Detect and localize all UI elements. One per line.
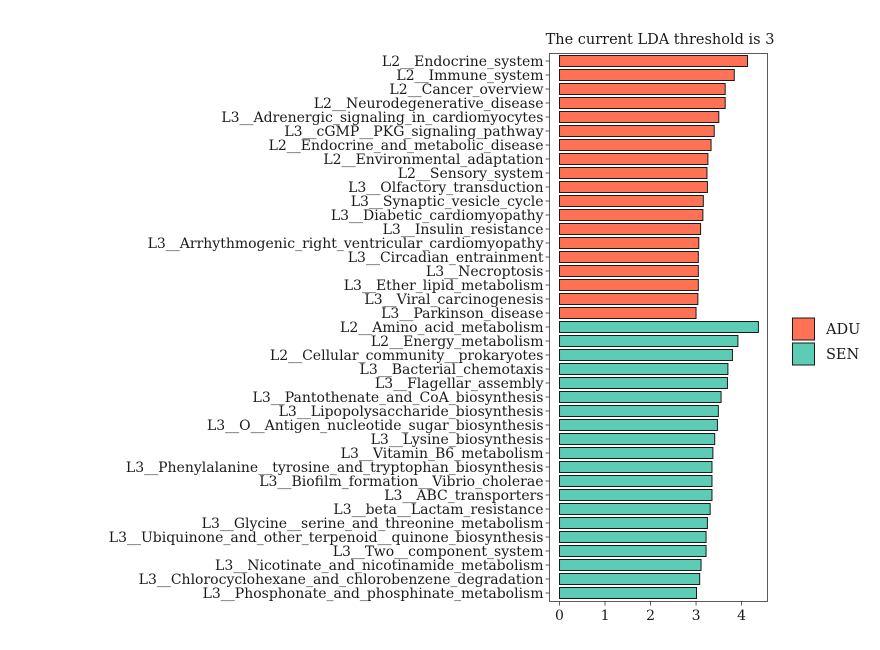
bar <box>559 307 697 319</box>
bar <box>559 83 726 95</box>
legend-label: SEN <box>826 347 860 363</box>
category-labels: L2__Endocrine_systemL2__Immune_systemL2_… <box>109 54 550 602</box>
bar <box>559 573 701 585</box>
category-label: L3__Lysine_biosynthesis <box>371 432 544 448</box>
bar <box>559 461 713 473</box>
bar-group <box>559 55 759 599</box>
category-label: L3__Ubiquinone_and_other_terpenoid__quin… <box>109 530 544 546</box>
category-label: L2__Endocrine_and_metabolic_disease <box>269 138 544 154</box>
category-label: L3__O__Antigen_nucleotide_sugar_biosynth… <box>207 418 544 434</box>
legend: ADU SEN <box>792 317 860 366</box>
category-label: L3__Circadian_entrainment <box>348 250 544 266</box>
category-label: L3__Parkinson_disease <box>381 306 543 322</box>
bar <box>559 321 759 333</box>
bar <box>559 167 708 179</box>
category-label: L2__Sensory_system <box>398 166 544 182</box>
bar <box>559 125 715 137</box>
category-label: L3__Phenylalanine__tyrosine_and_tryptoph… <box>126 460 544 476</box>
x-tick-label: 0 <box>555 608 564 624</box>
category-label: L3__Ether_lipid_metabolism <box>344 278 544 294</box>
bar <box>559 251 699 263</box>
bar <box>559 447 714 459</box>
bar <box>559 293 699 305</box>
bar <box>559 349 733 361</box>
category-label: L3__Adrenergic_signaling_in_cardiomyocyt… <box>221 110 543 126</box>
bar <box>559 97 726 109</box>
category-label: L3__Insulin_resistance <box>383 222 544 238</box>
x-tick-label: 2 <box>646 608 655 624</box>
category-label: L2__Environmental_adaptation <box>323 152 543 168</box>
bar <box>559 153 709 165</box>
category-label: L3__Synaptic_vesicle_cycle <box>351 194 544 210</box>
bar <box>559 433 716 445</box>
bar <box>559 419 718 431</box>
bar <box>559 405 719 417</box>
category-label: L3__Diabetic_cardiomyopathy <box>331 208 544 224</box>
bar <box>559 335 739 347</box>
x-tick-label: 3 <box>692 608 701 624</box>
category-label: L3__Pantothenate_and_CoA_biosynthesis <box>253 390 544 406</box>
bar <box>559 209 704 221</box>
bar <box>559 139 712 151</box>
bar <box>559 475 713 487</box>
category-label: L3__Nicotinate_and_nicotinamide_metaboli… <box>215 558 543 574</box>
category-label: L3__beta__Lactam_resistance <box>333 502 543 518</box>
bar <box>559 377 728 389</box>
bar <box>559 531 707 543</box>
category-label: L3__Viral_carcinogenesis <box>364 292 543 308</box>
bar <box>559 587 698 599</box>
bar <box>559 181 708 193</box>
bar <box>559 111 720 123</box>
x-tick-label: 1 <box>601 608 610 624</box>
bar <box>559 363 729 375</box>
bar <box>559 517 708 529</box>
plot-panel <box>549 53 768 602</box>
category-label: L3__Two__component_system <box>333 544 544 560</box>
bar <box>559 223 702 235</box>
category-label: L3__cGMP__PKG_signaling_pathway <box>284 124 543 140</box>
bar <box>559 559 702 571</box>
category-label: L3__Vitamin_B6_metabolism <box>341 446 544 462</box>
category-label: L3__Flagellar_assembly <box>375 376 544 392</box>
category-label: L3__Chlorocyclohexane_and_chlorobenzene_… <box>139 572 544 588</box>
chart-title: The current LDA threshold is 3 <box>546 32 775 48</box>
bar <box>559 503 711 515</box>
category-label: L3__Glycine__serine_and_threonine_metabo… <box>202 516 544 532</box>
category-label: L2__Neurodegenerative_disease <box>314 96 544 112</box>
x-axis: 0 1 2 3 4 <box>555 601 746 624</box>
bar <box>559 69 735 81</box>
bar <box>559 55 748 67</box>
bar <box>559 195 704 207</box>
category-label: L3__Olfactory_transduction <box>348 180 543 196</box>
category-label: L3__Arrhythmogenic_right_ventricular_car… <box>148 236 544 252</box>
bar <box>559 237 700 249</box>
category-label: L2__Immune_system <box>396 68 543 84</box>
category-label: L2__Endocrine_system <box>382 54 544 70</box>
x-tick-label: 4 <box>737 608 746 624</box>
category-label: L3__Biofilm_formation__Vibrio_cholerae <box>259 474 543 490</box>
legend-swatch <box>792 317 815 341</box>
bar <box>559 265 699 277</box>
bar <box>559 489 713 501</box>
category-label: L3__Necroptosis <box>426 264 544 280</box>
bar <box>559 279 699 291</box>
legend-swatch <box>792 342 815 366</box>
category-label: L3__ABC_transporters <box>384 488 543 504</box>
category-label: L2__Amino_acid_metabolism <box>340 320 543 336</box>
bar <box>559 545 707 557</box>
legend-label: ADU <box>825 322 860 338</box>
bar <box>559 391 722 403</box>
category-label: L2__Cellular_community__prokaryotes <box>270 348 544 364</box>
category-label: L2__Energy_metabolism <box>371 334 544 350</box>
category-label: L2__Cancer_overview <box>389 82 543 98</box>
category-label: L3__Lipopolysaccharide_biosynthesis <box>279 404 544 420</box>
category-label: L3__Bacterial_chemotaxis <box>360 362 544 378</box>
category-label: L3__Phosphonate_and_phosphinate_metaboli… <box>203 586 544 602</box>
